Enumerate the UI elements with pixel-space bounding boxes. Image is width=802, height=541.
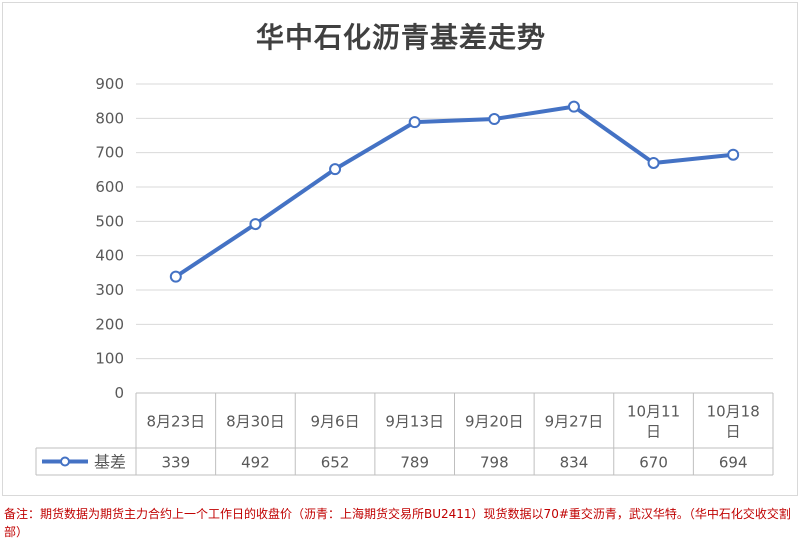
category-label: 8月23日	[146, 413, 205, 431]
y-tick-label: 200	[95, 315, 124, 333]
data-point	[408, 116, 421, 129]
category-label: 10月18	[707, 403, 760, 421]
category-label: 9月13日	[385, 413, 444, 431]
table-value: 834	[560, 454, 589, 472]
category-label: 日	[726, 423, 741, 441]
y-tick-label: 900	[95, 75, 124, 93]
y-tick-label: 800	[95, 109, 124, 127]
data-point	[329, 163, 342, 176]
data-point	[727, 148, 740, 161]
y-tick-label: 300	[95, 281, 124, 299]
category-label: 9月20日	[465, 413, 524, 431]
category-label: 9月27日	[545, 413, 604, 431]
data-point	[647, 156, 660, 169]
footnote: 备注：期货数据为期货主力合约上一个工作日的收盘价（沥青：上海期货交易所BU241…	[4, 507, 791, 539]
y-tick-label: 100	[95, 350, 124, 368]
table-value: 652	[321, 454, 350, 472]
data-point	[488, 113, 501, 126]
legend-label: 基差	[94, 453, 126, 472]
table-value: 694	[719, 454, 748, 472]
table-value: 492	[241, 454, 270, 472]
data-table: 8月23日 8月30日 9月6日 9月13日 9月20日 9月27日 10月11 日 10月18…	[35, 392, 774, 476]
y-axis: 0 100 200 300 400 500 600 700 800 900	[95, 75, 124, 402]
series-line	[174, 104, 734, 279]
y-tick-label: 0	[114, 384, 124, 402]
table-value: 789	[400, 454, 429, 472]
data-point	[169, 270, 182, 283]
table-value: 798	[480, 454, 509, 472]
gridlines	[136, 83, 773, 394]
data-point	[567, 100, 580, 113]
legend-marker	[60, 456, 70, 467]
y-tick-label: 400	[95, 247, 124, 265]
plot-area	[169, 100, 740, 283]
y-tick-label: 700	[95, 144, 124, 162]
category-label: 日	[646, 423, 661, 441]
category-label: 10月11	[627, 403, 680, 421]
data-point	[249, 218, 262, 231]
table-value: 339	[161, 454, 190, 472]
chart-title: 华中石化沥青基差走势	[255, 21, 546, 54]
y-tick-label: 500	[95, 212, 124, 230]
category-label: 8月30日	[226, 413, 285, 431]
y-tick-label: 600	[95, 178, 124, 196]
table-value: 670	[639, 454, 668, 472]
category-label: 9月6日	[311, 413, 360, 431]
